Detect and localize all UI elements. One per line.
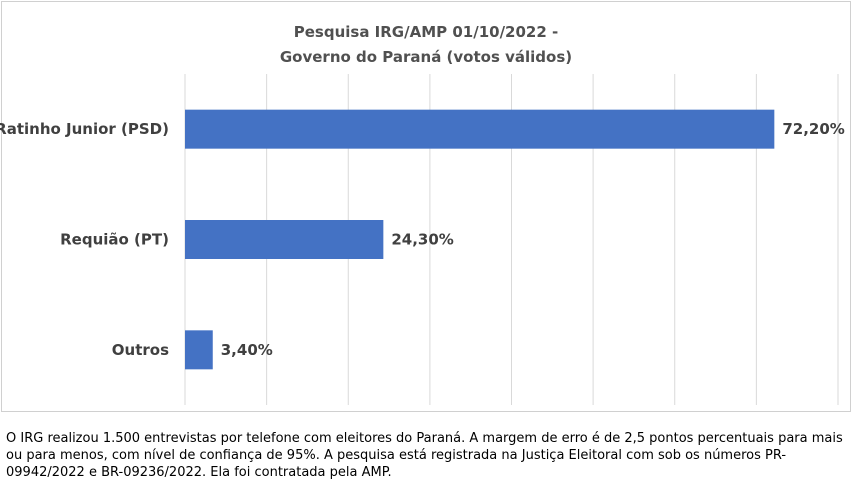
- data-label: 3,40%: [221, 341, 273, 359]
- chart-subtitle: Governo do Paraná (votos válidos): [280, 48, 572, 66]
- category-label: Ratinho Junior (PSD): [0, 120, 169, 138]
- data-label: 24,30%: [391, 231, 453, 249]
- footnote: O IRG realizou 1.500 entrevistas por tel…: [6, 430, 856, 481]
- chart-title: Pesquisa IRG/AMP 01/10/2022 -: [294, 23, 559, 41]
- category-label: Outros: [112, 341, 169, 359]
- bar: [185, 220, 383, 259]
- data-label: 72,20%: [782, 120, 844, 138]
- category-label: Requião (PT): [60, 231, 169, 249]
- bar: [185, 330, 213, 369]
- bar: [185, 110, 774, 149]
- bar-chart: Ratinho Junior (PSD) 72,20% Requião (PT) 24…: [0, 0, 863, 420]
